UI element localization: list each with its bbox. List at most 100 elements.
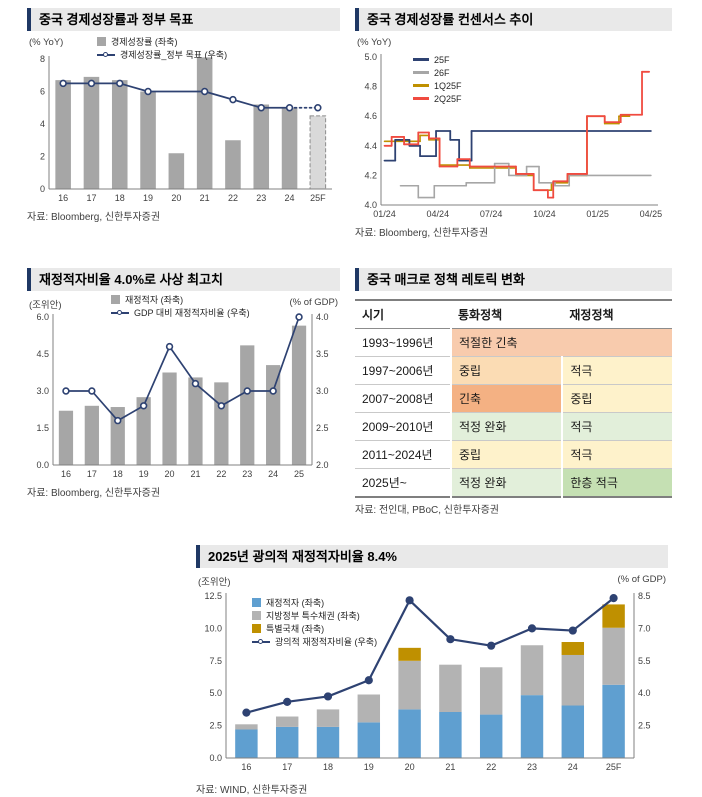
policy-cell: 적정 완화 (449, 468, 563, 498)
policy-cell: 중립 (449, 440, 563, 469)
legend-label: GDP 대비 재정적자비율 (우축) (134, 308, 250, 318)
svg-text:23: 23 (242, 469, 252, 479)
policy-cell: 적극 (561, 440, 672, 469)
svg-text:3.0: 3.0 (36, 386, 49, 396)
right-axis-unit-label: (% of GDP) (617, 574, 666, 585)
chart-area: 0.0 1.5 3.0 4.5 6.0 2.0 2.5 3.0 3.5 4.0 16 17 18 19 20… (27, 311, 340, 481)
svg-text:22: 22 (216, 469, 226, 479)
svg-text:10/24: 10/24 (533, 209, 556, 219)
svg-text:19: 19 (143, 193, 153, 203)
chart-legend: 재정적자 (좌축) 지방정부 특수채권 (좌축) 특별국채 (좌축) 광의적 재정적자… (252, 596, 377, 648)
legend-item: 26F (413, 66, 462, 79)
legend-label: 광의적 재정적자비율 (우축) (275, 637, 378, 647)
legend-label: 2Q25F (434, 93, 462, 104)
svg-text:17: 17 (86, 193, 96, 203)
svg-text:04/24: 04/24 (427, 209, 450, 219)
svg-text:12.5: 12.5 (204, 591, 222, 601)
growth-consensus-chart: 4.0 4.2 4.4 4.6 4.8 5.0 01/24 04/24 07/24 10/24 01… (364, 52, 662, 219)
panel-fiscal-deficit: 재정적자비율 4.0%로 사상 최고치 (조위안) 재정적자 (좌축) GDP 대… (27, 268, 340, 499)
panel-title: 2025년 광의적 재정적자비율 8.4% (196, 545, 668, 568)
svg-text:01/25: 01/25 (586, 209, 609, 219)
svg-text:5.5: 5.5 (638, 656, 651, 666)
period-cell: 2025년~ (355, 468, 451, 498)
policy-row: 2011~2024년 중립 적극 (355, 440, 672, 469)
svg-text:7.0: 7.0 (638, 623, 651, 633)
svg-text:25F: 25F (310, 193, 326, 203)
policy-cell: 중립 (561, 384, 672, 413)
panel-title: 중국 경제성장률 컨센서스 추이 (355, 8, 672, 31)
legend-item: 경제성장률_정부 목표 (우축) (97, 48, 227, 61)
chart-area: 재정적자 (좌축) 지방정부 특수채권 (좌축) 특별국채 (좌축) 광의적 재정적자… (196, 588, 668, 778)
svg-text:5.0: 5.0 (209, 688, 222, 698)
svg-text:19: 19 (139, 469, 149, 479)
svg-text:19: 19 (364, 762, 374, 772)
legend-item: 1Q25F (413, 79, 462, 92)
chart-header: (조위안) 재정적자 (좌축) GDP 대비 재정적자비율 (우축) (% of … (27, 295, 340, 318)
chart-legend: 재정적자 (좌축) GDP 대비 재정적자비율 (우축) (111, 293, 250, 319)
svg-text:3.0: 3.0 (316, 386, 329, 396)
svg-text:4.4: 4.4 (364, 141, 377, 151)
chart-area: 25F 26F 1Q25F 2Q25F 4.0 4.2 4.4 4.6 4.8 5.0 01/24… (355, 51, 672, 221)
svg-text:8.5: 8.5 (638, 591, 651, 601)
legend-label: 1Q25F (434, 80, 462, 91)
svg-text:5.0: 5.0 (364, 52, 377, 62)
period-cell: 1997~2006년 (355, 356, 451, 385)
svg-text:16: 16 (241, 762, 251, 772)
svg-text:0.0: 0.0 (209, 753, 222, 763)
panel-gdp-growth: 중국 경제성장률과 정부 목표 (% YoY) 경제성장률 (좌축) 경제성장률_… (27, 8, 340, 223)
policy-table: 시기 통화정책 재정정책 1993~1996년 적절한 긴축 1997~2006년 중립 적극… (355, 299, 672, 498)
svg-text:21: 21 (200, 193, 210, 203)
svg-text:10.0: 10.0 (204, 623, 222, 633)
panel-title: 중국 매크로 정책 레토릭 변화 (355, 268, 672, 291)
panel-policy-rhetoric: 중국 매크로 정책 레토릭 변화 시기 통화정책 재정정책 1993~1996년 적절한… (355, 268, 672, 516)
source-note: 자료: Bloomberg, 신한투자증권 (27, 488, 161, 499)
broad-deficit-chart: 0.0 2.5 5.0 7.5 10.0 12.5 2.5 4.0 5.5 7.0 8.5 16 17 1… (204, 591, 651, 772)
left-axis-unit-label: (% YoY) (357, 37, 392, 48)
legend-swatch-line (413, 97, 429, 100)
source-note: 자료: Bloomberg, 신한투자증권 (355, 228, 489, 239)
panel-title-text: 재정적자비율 4.0%로 사상 최고치 (39, 272, 223, 287)
policy-row: 1993~1996년 적절한 긴축 (355, 328, 672, 357)
svg-text:17: 17 (282, 762, 292, 772)
chart-header: (% YoY) (355, 35, 672, 51)
chart-header: (조위안) (% of GDP) (196, 572, 668, 588)
panel-title-text: 중국 경제성장률 컨센서스 추이 (367, 12, 534, 27)
svg-text:18: 18 (115, 193, 125, 203)
svg-text:20: 20 (165, 469, 175, 479)
legend-item: 광의적 재정적자비율 (우축) (252, 635, 377, 648)
chart-legend: 25F 26F 1Q25F 2Q25F (413, 53, 462, 105)
legend-label: 경제성장률 (좌축) (111, 37, 178, 47)
policy-cell: 적절한 긴축 (450, 328, 672, 357)
legend-swatch-line (413, 58, 429, 61)
svg-text:25: 25 (294, 469, 304, 479)
svg-text:4.0: 4.0 (316, 312, 329, 322)
left-axis-unit-label: (조위안) (198, 577, 231, 588)
legend-swatch-box (97, 37, 106, 46)
svg-text:2.5: 2.5 (209, 721, 222, 731)
svg-text:17: 17 (87, 469, 97, 479)
svg-text:16: 16 (58, 193, 68, 203)
panel-title-text: 중국 경제성장률과 정부 목표 (39, 12, 194, 27)
svg-text:4.5: 4.5 (36, 349, 49, 359)
legend-item: 지방정부 특수채권 (좌축) (252, 609, 377, 622)
period-cell: 2009~2010년 (355, 412, 451, 441)
svg-text:2: 2 (40, 152, 45, 162)
policy-header-row: 시기 통화정책 재정정책 (355, 300, 672, 329)
svg-text:22: 22 (486, 762, 496, 772)
panel-broad-deficit: 2025년 광의적 재정적자비율 8.4% (조위안) (% of GDP) 재… (196, 545, 668, 796)
svg-text:24: 24 (568, 762, 578, 772)
svg-text:18: 18 (323, 762, 333, 772)
source-note: 자료: WIND, 신한투자증권 (196, 785, 308, 796)
svg-text:21: 21 (445, 762, 455, 772)
svg-text:2.5: 2.5 (316, 423, 329, 433)
svg-text:21: 21 (190, 469, 200, 479)
legend-label: 25F (434, 54, 450, 65)
legend-item: GDP 대비 재정적자비율 (우축) (111, 306, 250, 319)
legend-swatch-box (252, 624, 261, 633)
legend-label: 재정적자 (좌축) (266, 598, 325, 608)
svg-text:6.0: 6.0 (36, 312, 49, 322)
panel-title: 재정적자비율 4.0%로 사상 최고치 (27, 268, 340, 291)
legend-swatch-line (111, 308, 129, 317)
svg-text:0.0: 0.0 (36, 460, 49, 470)
policy-row: 2025년~ 적정 완화 한층 적극 (355, 468, 672, 498)
